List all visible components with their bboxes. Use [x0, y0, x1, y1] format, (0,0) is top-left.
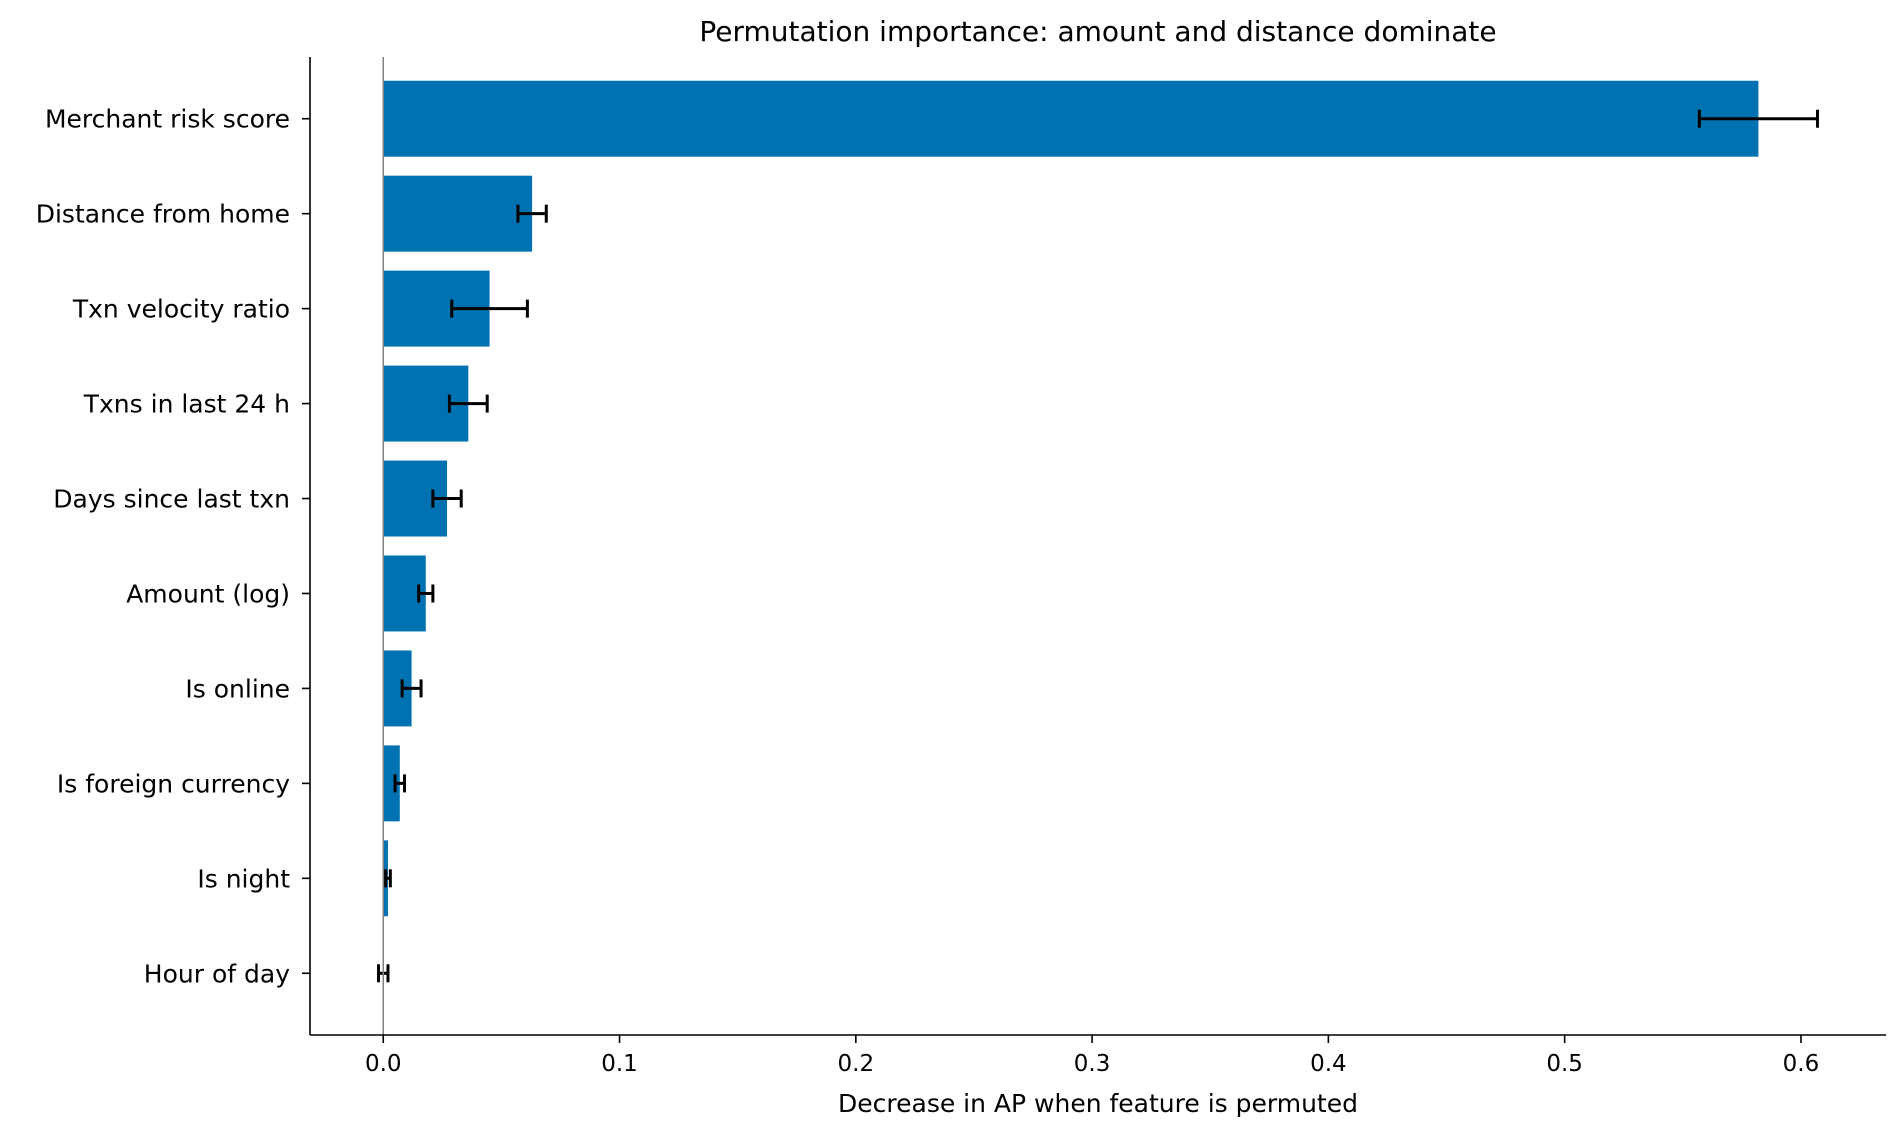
x-tick-label: 0.3 [1074, 1051, 1111, 1077]
error-bar [400, 679, 423, 698]
x-tick-label: 0.6 [1783, 1051, 1820, 1077]
x-tick-label: 0.2 [838, 1051, 875, 1077]
x-tick-label: 0.0 [365, 1051, 402, 1077]
bar [383, 80, 1759, 157]
bar [383, 745, 400, 822]
y-tick-label: Days since last txn [53, 485, 290, 514]
y-tick-label: Is online [185, 674, 290, 703]
error-bars-layer [377, 109, 1819, 983]
x-tick-label: 0.5 [1546, 1051, 1583, 1077]
error-bar [393, 774, 407, 793]
error-bar [516, 204, 548, 223]
y-tick-label: Hour of day [144, 959, 290, 988]
x-tick-layer: 0.0 0.1 0.2 0.3 0.4 0.5 0.6 [365, 1035, 1819, 1077]
y-tick-label: Amount (log) [126, 579, 290, 608]
y-tick-layer: Merchant risk score Distance from home Txn… [36, 105, 310, 988]
y-tick-label: Txn velocity ratio [72, 295, 290, 324]
chart-title: Permutation importance: amount and dista… [699, 15, 1496, 48]
bars-layer [383, 80, 1759, 1012]
y-tick-label: Txns in last 24 h [83, 390, 290, 419]
y-tick-label: Merchant risk score [45, 105, 290, 134]
error-bar [450, 299, 529, 318]
error-bar [447, 394, 489, 413]
y-tick-label: Distance from home [36, 200, 290, 229]
error-bar [417, 584, 435, 603]
error-bar [431, 489, 463, 508]
y-tick-label: Is night [197, 864, 290, 893]
error-bar [384, 869, 392, 888]
y-tick-label: Is foreign currency [57, 769, 290, 798]
x-axis-label: Decrease in AP when feature is permuted [838, 1089, 1358, 1118]
x-tick-label: 0.4 [1310, 1051, 1347, 1077]
error-bar [1697, 109, 1819, 128]
bar [383, 175, 533, 252]
x-tick-label: 0.1 [601, 1051, 638, 1077]
